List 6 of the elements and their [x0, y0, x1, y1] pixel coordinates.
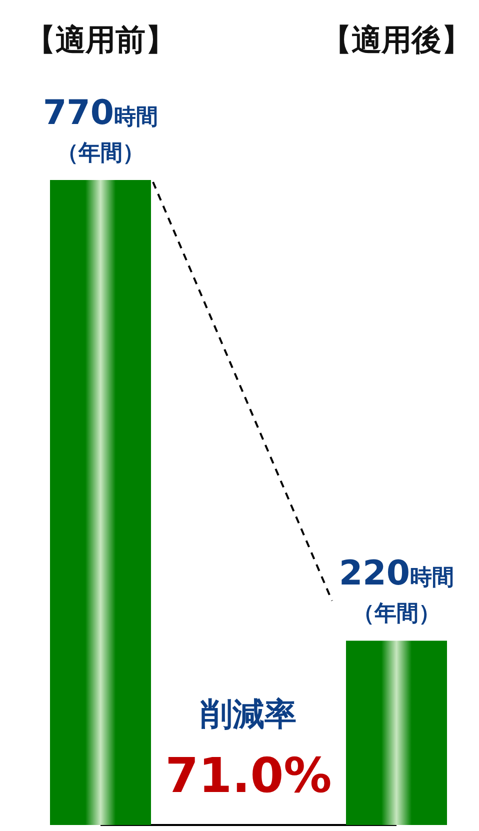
data-label: 220時間（年間）	[339, 554, 454, 627]
data-label: 770時間（年間）	[43, 93, 158, 166]
x-tick-label: 【適用後】	[322, 23, 472, 58]
annotation: 71.0%	[165, 748, 332, 804]
x-tick-label: 【適用前】	[26, 23, 176, 58]
annotation: 削減率	[200, 695, 296, 733]
